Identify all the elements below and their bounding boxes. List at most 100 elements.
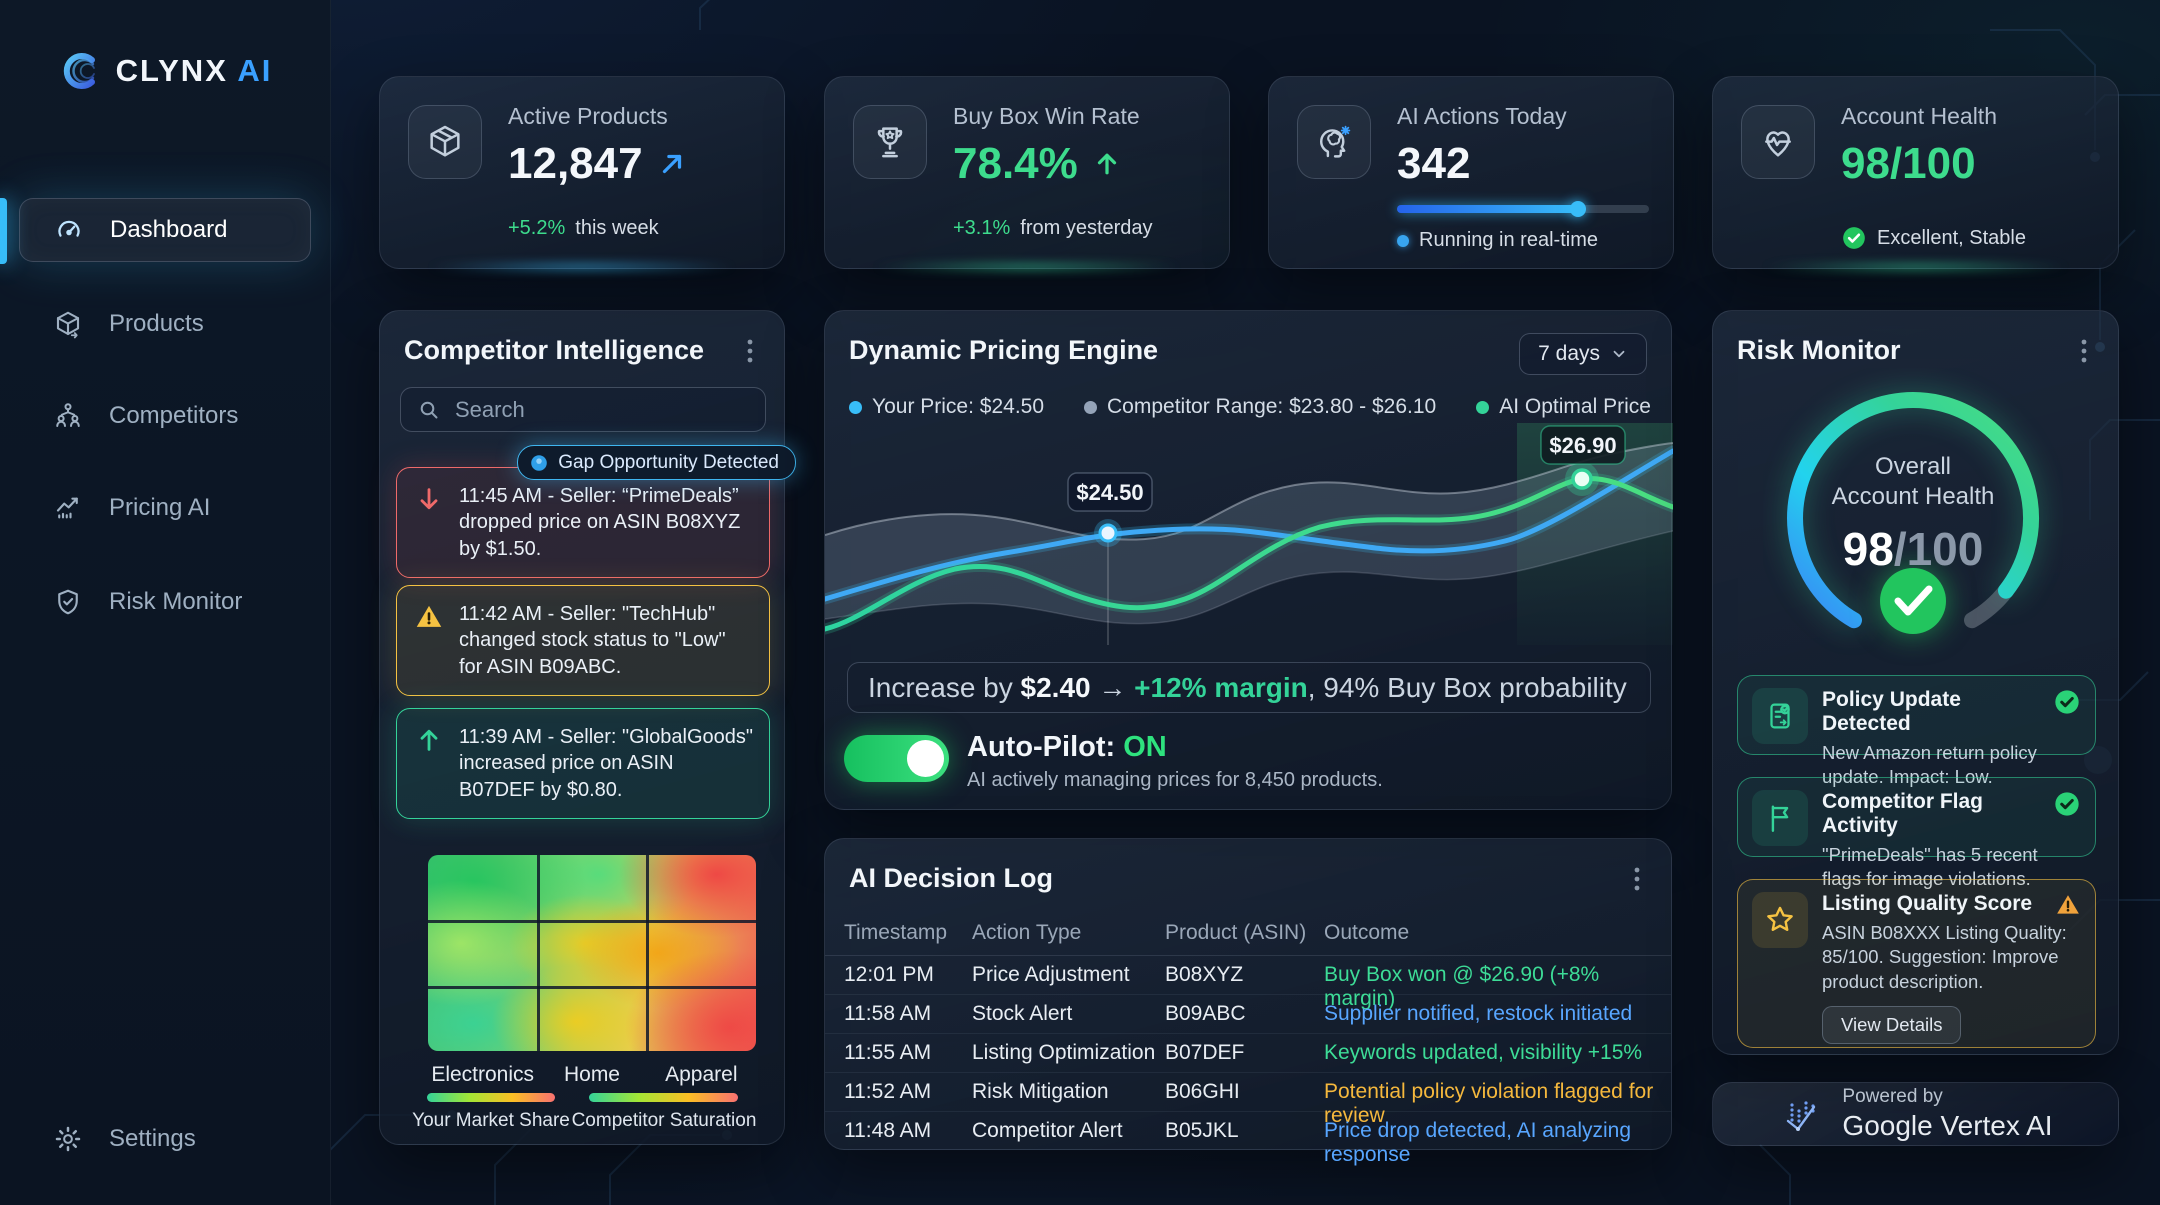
warning-triangle-icon [2057,895,2079,914]
autopilot-description: AI actively managing prices for 8,450 pr… [967,769,1383,791]
grid-line [428,920,756,924]
kpi-status: Running in real-time [1397,229,1598,252]
sidebar-item-label: Competitors [109,402,239,429]
gear-icon [55,1126,81,1152]
gauge-icon [58,220,80,237]
svg-text:$24.50: $24.50 [1076,480,1143,505]
table-header: Timestamp Action Type Product (ASIN) Outco… [825,915,1671,956]
alert-price-increase[interactable]: 11:39 AM - Seller: "GlobalGoods" increas… [396,708,770,820]
card-glow [873,263,1181,271]
vertex-ai-icon [1787,1101,1816,1131]
ai-decision-log-panel: AI Decision Log Timestamp Action Type Pro… [824,838,1672,1166]
gauge-check-circle-icon [1880,568,1946,634]
gauge-score-arc [1787,392,2040,629]
table-row: 11:55 AM Listing Optimization B07DEF Keywo… [825,1033,1671,1073]
sidebar-item-label: Settings [109,1125,196,1152]
kpi-delta: +5.2% this week [508,217,659,239]
ai-optimal-point [1571,468,1593,490]
package-icon [408,105,482,179]
chevron-down-icon [1613,350,1625,358]
panel-title: Competitor Intelligence [404,335,705,365]
gap-opportunity-badge: Gap Opportunity Detected [517,445,796,480]
table-row: 11:48 AM Competitor Alert B05JKL Price dro… [844,1119,1632,1166]
arrow-up-right-icon [662,154,681,174]
powered-by-card: Powered by Google Vertex AI [1712,1082,2119,1146]
risk-card-body: New Amazon return policy update. Impact:… [1822,742,2037,788]
trend-icon [56,497,78,519]
brand-logo: CLYNX AI [0,48,330,94]
table-row: 12:01 PM Price Adjustment B08XYZ Buy Box w… [825,955,1671,1010]
time-range-dropdown[interactable]: 7 days [1519,333,1647,375]
sidebar: CLYNX AI Dashboard Products Competitors [0,0,331,1205]
view-details-button[interactable]: View Details [1822,1006,1962,1045]
trophy-icon [853,105,927,179]
legend-dot-your-price [849,400,862,414]
kebab-menu-icon[interactable] [1625,865,1649,898]
kpi-label: Buy Box Win Rate [953,103,1140,129]
sidebar-item-risk-monitor[interactable]: Risk Monitor [19,570,311,634]
chart-legend: Your Price: $24.50 Competitor Range: $23… [849,395,1651,419]
sidebar-item-competitors[interactable]: Competitors [19,384,311,448]
active-nav-accent-bar [0,198,7,264]
opportunity-dot-icon [531,454,548,471]
autopilot-label: Auto-Pilot: ON [967,731,1167,763]
sidebar-item-label: Pricing AI [109,494,211,521]
competitor-intelligence-panel: Competitor Intelligence Gap Opportunity … [379,310,796,1145]
arrow-down-icon [420,488,438,510]
sidebar-item-label: Dashboard [110,216,228,243]
alert-price-drop[interactable]: 11:45 AM - Seller: “PrimeDeals” dropped … [396,467,770,579]
saturation-legend-bar [589,1093,738,1102]
risk-card-title: Competitor Flag Activity [1822,790,1983,837]
kpi-label: Active Products [508,103,668,129]
people-icon [56,403,80,427]
sidebar-item-label: Risk Monitor [109,588,243,615]
kpi-value: 98/100 [1841,139,1976,188]
search-icon [420,401,438,418]
kpi-label: AI Actions Today [1397,103,1567,129]
svg-text:$26.90: $26.90 [1549,433,1616,458]
card-glow [1761,263,2070,271]
risk-card-listing-quality[interactable]: Listing Quality Score ASIN B08XXX Listin… [1737,879,2096,1048]
sidebar-item-products[interactable]: Products [19,292,311,356]
check-circle-icon [2055,792,2079,816]
alert-stock-warning[interactable]: 11:42 AM - Seller: "TechHub" changed sto… [396,585,770,697]
account-health-gauge: Overall Account Health 98/100 [1763,368,2063,668]
ai-actions-progress-bar [1397,201,1649,217]
ai-brain-icon [1297,105,1371,179]
market-heatmap [428,855,756,1051]
kebab-menu-icon[interactable] [2072,337,2096,370]
kpi-card-buy-box-win-rate: Buy Box Win Rate 78.4% +3.1% from yester… [824,76,1230,271]
risk-monitor-panel: Risk Monitor Overall Account Health [1712,310,2119,1055]
kebab-menu-icon[interactable] [738,337,762,370]
grid-line [537,855,541,1051]
progress-dot [1570,201,1587,217]
star-icon [1752,892,1808,948]
pricing-line-chart: $24.50 $26.90 [825,423,1673,645]
kpi-delta: +3.1% from yesterday [953,217,1153,239]
kpi-card-active-products: Active Products 12,847 +5.2% this week [379,76,785,271]
search-input[interactable] [400,387,766,432]
live-dot-icon [1397,234,1409,247]
flag-icon [1752,790,1808,846]
table-row: 11:58 AM Stock Alert B09ABC Supplier notif… [825,994,1671,1034]
legend-label: Your Market Share [412,1110,570,1131]
sidebar-item-pricing-ai[interactable]: Pricing AI [19,476,311,540]
check-circle-icon [2055,690,2079,714]
sidebar-item-settings[interactable]: Settings [19,1107,311,1171]
box-icon [56,311,80,339]
kpi-card-ai-actions-today: AI Actions Today 342 Running in real-tim… [1268,76,1674,269]
dynamic-pricing-engine-panel: Dynamic Pricing Engine 7 days Your Price… [824,310,1673,810]
ai-recommendation-banner: Increase by $2.40 → +12% margin, 94% Buy… [847,662,1651,713]
sidebar-item-dashboard[interactable]: Dashboard [19,198,311,262]
panel-title: Dynamic Pricing Engine [849,335,1159,365]
clynx-logo-icon [63,53,95,89]
risk-card-policy-update[interactable]: Policy Update Detected New Amazon return… [1737,675,2096,787]
arrow-up-icon [420,729,438,751]
market-share-legend-bar [427,1093,555,1102]
arrow-up-icon [1097,153,1116,175]
your-price-point [1098,523,1118,543]
your-price-label: $24.50 [1067,472,1153,512]
autopilot-toggle[interactable] [844,735,949,782]
risk-card-competitor-flags[interactable]: Competitor Flag Activity "PrimeDeals" ha… [1737,777,2096,889]
heart-pulse-icon [1741,105,1815,179]
